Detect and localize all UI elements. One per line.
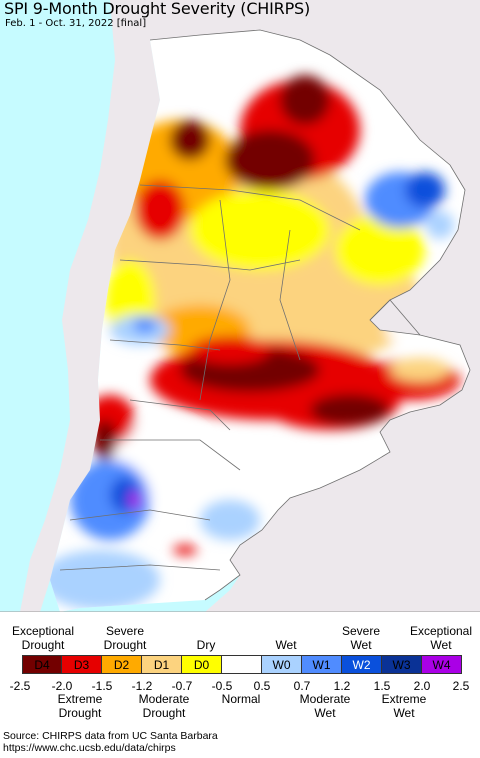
legend-swatch: D4 <box>22 655 62 674</box>
legend-swatch: W3 <box>382 655 422 674</box>
legend-swatch: W1 <box>302 655 342 674</box>
legend-bottom-label: Extreme Drought <box>57 692 103 720</box>
legend-tick-label: 1.5 <box>373 679 391 693</box>
legend-tick-label: -0.5 <box>211 679 233 693</box>
legend-tick-label: 0.7 <box>293 679 311 693</box>
legend-tick-label: 2.0 <box>413 679 431 693</box>
legend-swatch: D2 <box>102 655 142 674</box>
legend-tick-label: -1.5 <box>91 679 113 693</box>
legend-top-label: Dry <box>196 638 216 652</box>
legend-bottom-label: Normal <box>221 692 261 706</box>
legend-swatch-label: D1 <box>153 658 170 672</box>
source-credit: Source: CHIRPS data from UC Santa Barbar… <box>3 730 218 742</box>
legend-top-label: Wet <box>275 638 297 652</box>
legend-swatch-label: W4 <box>432 658 451 672</box>
legend-top-label: Severe Drought <box>103 624 147 652</box>
legend-top-label: Severe Wet <box>341 624 381 652</box>
legend-tick-label: 0.5 <box>253 679 271 693</box>
legend-bottom-label: Moderate Drought <box>138 692 190 720</box>
legend-swatch-label: D3 <box>73 658 90 672</box>
legend-swatch: D0 <box>182 655 222 674</box>
legend-swatch-label: D0 <box>193 658 210 672</box>
map-subtitle: Feb. 1 - Oct. 31, 2022 [final] <box>5 18 147 29</box>
legend-swatch-label: W3 <box>392 658 411 672</box>
legend-swatch: W2 <box>342 655 382 674</box>
legend-bottom-label: Extreme Wet <box>381 692 427 720</box>
legend-swatch-label: W2 <box>352 658 371 672</box>
legend-swatch-label: D4 <box>34 658 50 672</box>
outside-land <box>0 0 480 612</box>
legend-bottom-label: Moderate Wet <box>299 692 351 720</box>
legend-top-label: Exceptional Wet <box>409 624 473 652</box>
legend-tick-label: 1.2 <box>333 679 351 693</box>
legend-swatch-label: W1 <box>312 658 331 672</box>
legend-tick-label: -1.2 <box>131 679 153 693</box>
legend-tick-label: 2.5 <box>452 679 470 693</box>
legend-tick-label: -2.5 <box>9 679 31 693</box>
source-url: https://www.chc.ucsb.edu/data/chirps <box>3 742 176 754</box>
legend-swatch <box>222 655 262 674</box>
legend-swatch: W4 <box>422 655 462 674</box>
legend-tick-label: -2.0 <box>51 679 73 693</box>
legend-swatch: D3 <box>62 655 102 674</box>
map-title: SPI 9-Month Drought Severity (CHIRPS) <box>4 0 311 18</box>
legend-tick-label: -0.7 <box>171 679 193 693</box>
legend-swatch-label: W0 <box>272 658 291 672</box>
admin-borders <box>59 29 471 601</box>
drought-map <box>0 0 480 612</box>
legend-top-label: Exceptional Drought <box>11 624 75 652</box>
legend-swatch-label: D2 <box>113 658 130 672</box>
legend-swatch: D1 <box>142 655 182 674</box>
legend-swatch: W0 <box>262 655 302 674</box>
